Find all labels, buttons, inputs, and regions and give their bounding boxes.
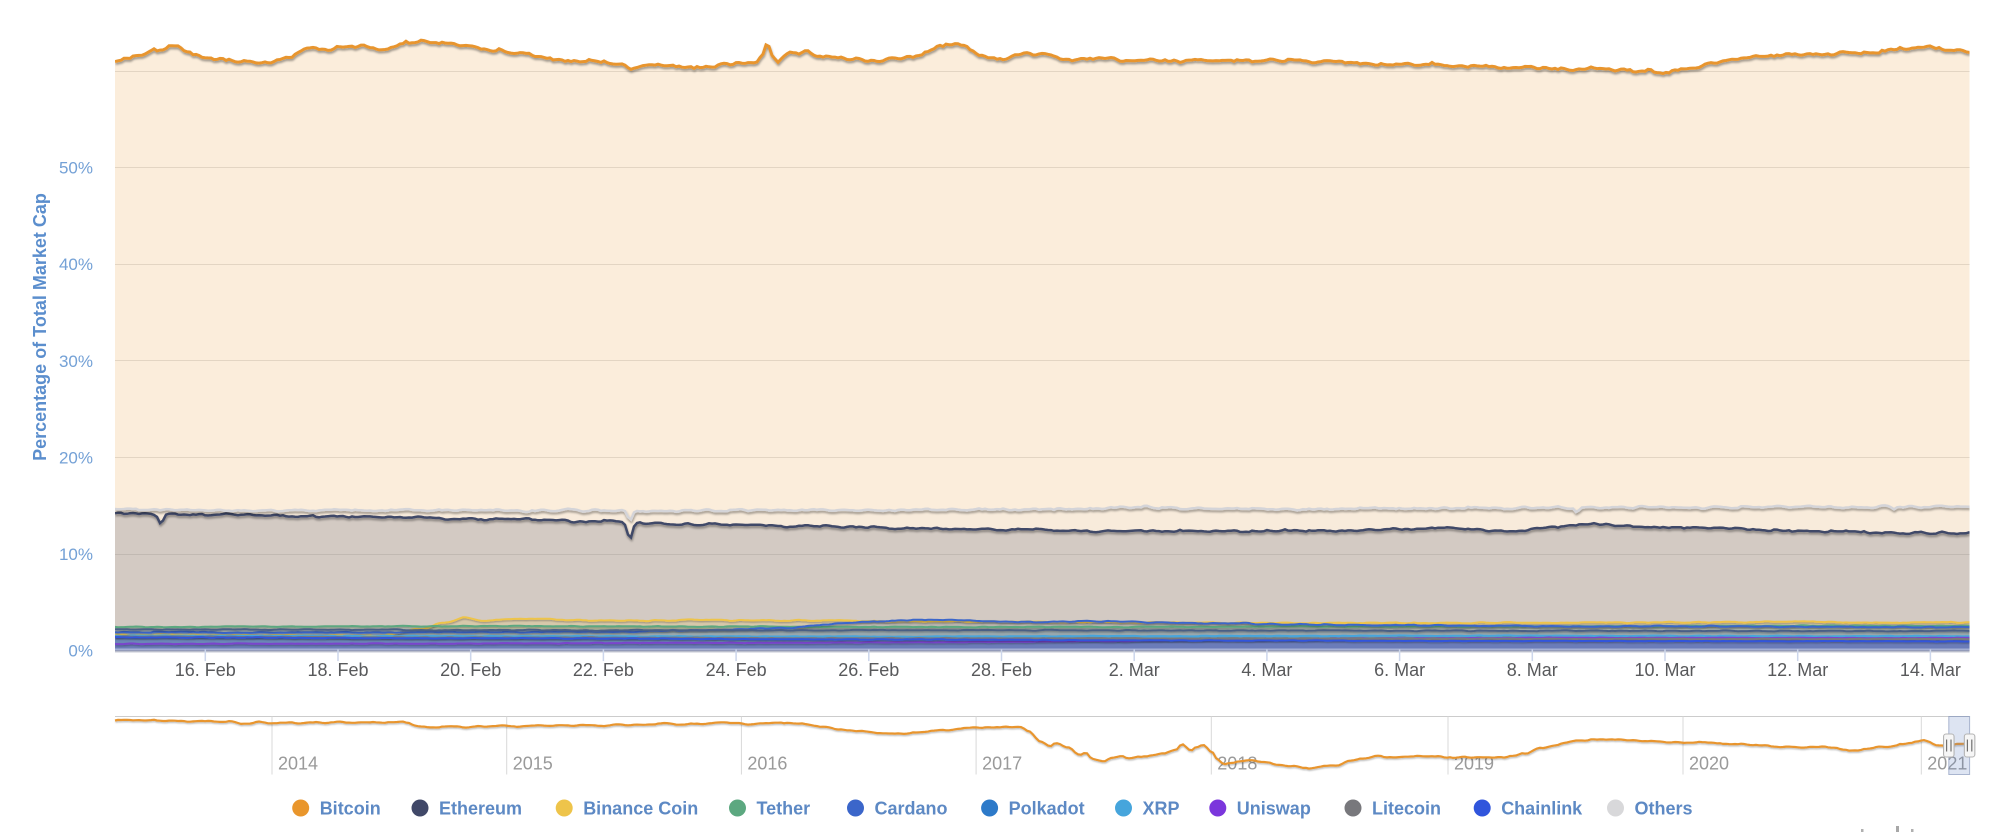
svg-text:22. Feb: 22. Feb — [573, 660, 634, 680]
svg-text:2019: 2019 — [1454, 754, 1494, 774]
svg-text:30%: 30% — [59, 352, 93, 371]
svg-text:40%: 40% — [59, 255, 93, 274]
svg-text:Cardano: Cardano — [875, 799, 948, 819]
svg-text:2014: 2014 — [278, 754, 318, 774]
svg-text:6. Mar: 6. Mar — [1374, 660, 1425, 680]
svg-text:2020: 2020 — [1689, 754, 1729, 774]
svg-text:2018: 2018 — [1217, 754, 1257, 774]
svg-text:24. Feb: 24. Feb — [706, 660, 767, 680]
svg-text:2016: 2016 — [747, 754, 787, 774]
svg-text:Polkadot: Polkadot — [1009, 799, 1085, 819]
svg-text:XRP: XRP — [1143, 799, 1180, 819]
svg-text:Litecoin: Litecoin — [1372, 799, 1441, 819]
svg-text:0%: 0% — [68, 642, 93, 661]
svg-text:2015: 2015 — [513, 754, 553, 774]
svg-text:Others: Others — [1635, 799, 1693, 819]
svg-text:2. Mar: 2. Mar — [1109, 660, 1160, 680]
svg-text:50%: 50% — [59, 159, 93, 178]
svg-text:26. Feb: 26. Feb — [838, 660, 899, 680]
svg-text:Chainlink: Chainlink — [1501, 799, 1583, 819]
svg-text:Tether: Tether — [757, 799, 811, 819]
svg-text:2021: 2021 — [1927, 754, 1967, 774]
svg-text:10. Mar: 10. Mar — [1634, 660, 1695, 680]
svg-text:Percentage of Total Market Cap: Percentage of Total Market Cap — [30, 193, 50, 461]
svg-text:2017: 2017 — [982, 754, 1022, 774]
svg-text:16. Feb: 16. Feb — [175, 660, 236, 680]
svg-text:4. Mar: 4. Mar — [1241, 660, 1292, 680]
svg-text:18. Feb: 18. Feb — [307, 660, 368, 680]
svg-text:20%: 20% — [59, 448, 93, 467]
svg-text:28. Feb: 28. Feb — [971, 660, 1032, 680]
svg-text:14. Mar: 14. Mar — [1900, 660, 1961, 680]
svg-text:Binance Coin: Binance Coin — [583, 799, 698, 819]
svg-text:Uniswap: Uniswap — [1237, 799, 1311, 819]
svg-text:8. Mar: 8. Mar — [1507, 660, 1558, 680]
svg-text:10%: 10% — [59, 545, 93, 564]
svg-text:Ethereum: Ethereum — [439, 799, 522, 819]
svg-text:20. Feb: 20. Feb — [440, 660, 501, 680]
svg-text:12. Mar: 12. Mar — [1767, 660, 1828, 680]
svg-text:Bitcoin: Bitcoin — [320, 799, 381, 819]
